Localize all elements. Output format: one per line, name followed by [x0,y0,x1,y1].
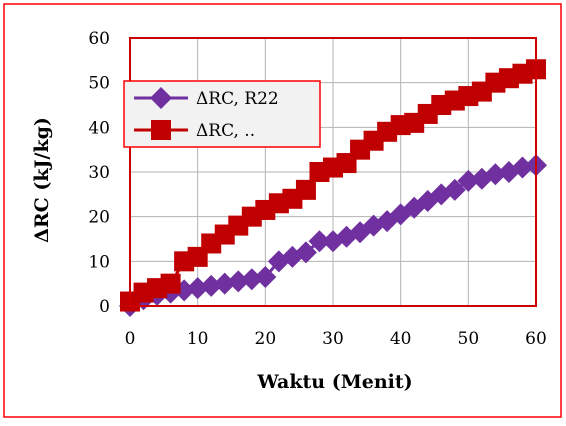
data-point-diamond [254,265,277,288]
legend-label: ΔRC, R22 [196,89,279,109]
data-point-diamond [213,272,236,295]
x-tick-label: 20 [255,329,277,349]
data-point-diamond [457,169,480,192]
x-tick-label: 0 [125,329,136,349]
data-point-diamond [484,163,507,186]
y-tick-label: 40 [88,118,110,138]
legend: ΔRC, R22 ΔRC, .. [123,80,321,148]
data-point-square [295,179,316,200]
data-point-diamond [511,156,534,179]
y-tick-label: 30 [88,163,110,183]
legend-item: ΔRC, R22 [134,87,279,109]
y-axis-title: ΔRC (kJ/kg) [31,117,53,243]
data-point-diamond [497,161,520,183]
y-tick-label: 60 [88,29,110,49]
legend-marker-square [151,120,171,140]
data-point-square [160,273,181,294]
series-layer [119,59,547,317]
data-point-diamond [186,277,209,300]
x-axis-title: Waktu (Menit) [256,371,412,393]
y-tick-label: 20 [88,208,110,228]
y-tick-label: 50 [88,74,110,94]
tick-labels: 0 10 20 30 40 50 60 0 10 20 30 40 50 60 [88,29,546,349]
data-point-diamond [200,274,223,297]
data-point-diamond [227,270,250,293]
data-point-diamond [308,230,331,253]
x-tick-label: 50 [458,329,480,349]
legend-item: ΔRC, .. [134,120,255,141]
data-point-diamond [240,268,263,291]
data-point-diamond [443,178,466,201]
x-tick-label: 60 [525,329,547,349]
legend-label: ΔRC, .. [196,121,255,141]
plot-area-border [129,37,537,307]
y-tick-label: 10 [88,252,110,272]
y-tick-label: 0 [99,297,110,317]
x-tick-label: 40 [390,329,412,349]
data-point-diamond [294,241,317,264]
x-tick-label: 10 [187,329,209,349]
data-point-diamond [267,250,290,273]
series-2 [120,59,546,312]
x-tick-label: 30 [322,329,344,349]
legend-marker-diamond [150,87,172,109]
